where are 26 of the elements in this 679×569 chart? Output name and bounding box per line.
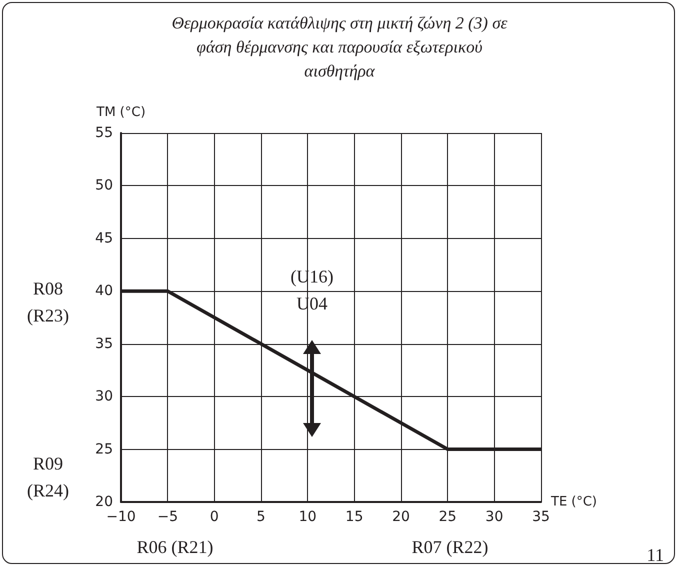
x-tick-label: −5 [157,509,178,525]
y-tick-label: 40 [95,283,113,300]
x-tick-label: 20 [392,509,410,525]
text: R09 (R24) [27,454,69,500]
y-tick-label: 25 [95,441,113,458]
text: R06 (R21) [136,537,214,557]
x-tick-label: 0 [210,509,219,525]
x-tick-label: 10 [298,509,317,525]
y-tick-label: 55 [95,125,113,141]
x-axis-title: TE (°C) [550,494,598,510]
x-tick-label: 30 [485,509,504,525]
text: 11 [646,545,664,565]
text: R08 (R23) [27,278,69,326]
y-tick-label: 45 [95,230,113,246]
x-tick-label: 15 [345,509,364,525]
y-tick-label: 50 [95,178,113,194]
x-tick-label: 35 [532,509,550,525]
y-tick-label: 35 [95,336,113,352]
x-tick-label: 25 [438,509,457,525]
x-tick-label: −10 [106,509,136,525]
x-tick-label: 5 [256,509,266,525]
y-tick-label: 30 [95,388,113,405]
y-tick-label: 20 [95,494,113,510]
text: R07 (R22) [412,537,488,557]
y-axis-title: TM (°C) [95,105,146,120]
chart-title: Θερμοκρασία κατάθλιψης στη μικτή ζώνη 2 (3) σε φάση θέρμανσης και παρουσία εξωτερικού αισθητήρα [172,14,508,80]
